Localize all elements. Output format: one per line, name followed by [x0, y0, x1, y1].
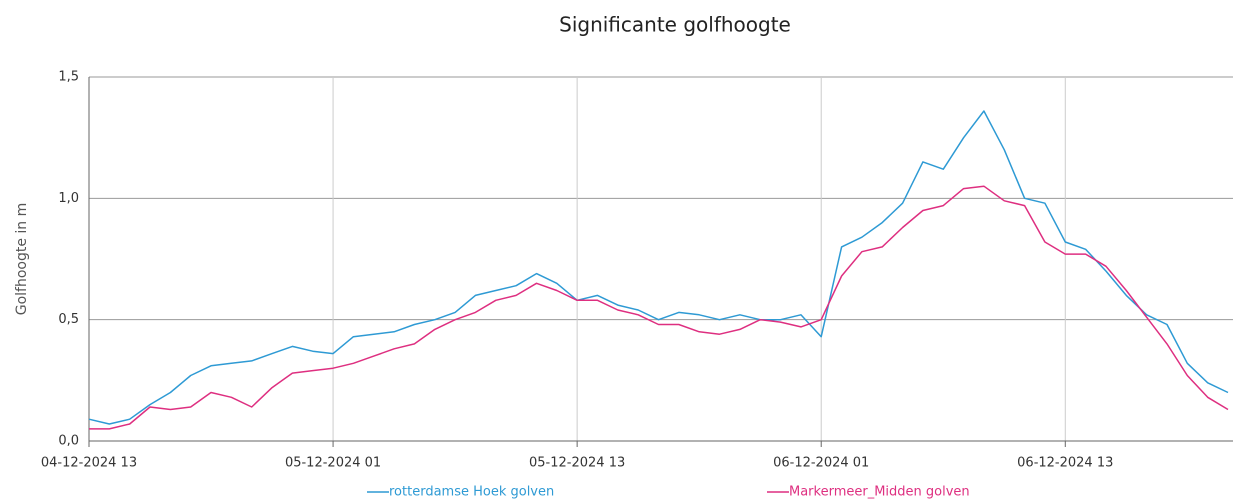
x-tick-label: 06-12-2024 01	[773, 456, 869, 471]
series-line	[89, 185, 1229, 430]
legend-label: Markermeer_Midden golven	[789, 485, 970, 500]
y-tick-label: 1,5	[58, 70, 79, 85]
x-tick-label: 05-12-2024 13	[529, 456, 625, 471]
x-tick-label: 06-12-2024 13	[1017, 456, 1113, 471]
y-tick-label: 1,0	[58, 191, 79, 206]
x-tick-label: 04-12-2024 13	[41, 456, 137, 471]
y-tick-label: 0,0	[58, 434, 79, 449]
chart-title: Significante golfhoogte	[559, 13, 791, 37]
series-line	[88, 110, 1229, 425]
legend-label: rotterdamse Hoek golven	[389, 485, 554, 500]
y-axis-label: Golfhoogte in m	[14, 203, 30, 316]
x-tick-label: 05-12-2024 01	[285, 456, 381, 471]
y-tick-label: 0,5	[58, 312, 79, 327]
